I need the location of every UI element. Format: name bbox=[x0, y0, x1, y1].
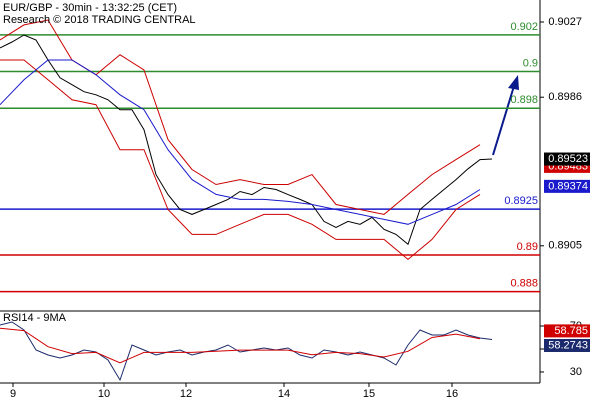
x-tick-label: 16 bbox=[446, 388, 458, 400]
last-value-label: 58.2743 bbox=[548, 339, 588, 351]
chart-subtitle: Research © 2018 TRADING CENTRAL bbox=[3, 14, 196, 26]
last-value-box bbox=[544, 179, 590, 193]
chart-title: EUR/GBP - 30min - 13:32:25 (CET) bbox=[3, 2, 177, 14]
last-value-label: 0.89374 bbox=[548, 180, 588, 192]
series-line bbox=[0, 321, 493, 382]
level-label: 0.8925 bbox=[504, 195, 538, 207]
last-value-label: 58.785 bbox=[554, 325, 588, 337]
level-label: 0.9 bbox=[523, 57, 538, 69]
level-label: 0.898 bbox=[510, 94, 538, 106]
series-line bbox=[0, 59, 481, 225]
x-tick-label: 14 bbox=[278, 388, 290, 400]
x-tick-label: 15 bbox=[363, 388, 375, 400]
y-tick-label: 0.8905 bbox=[548, 240, 582, 252]
x-tick-label: 9 bbox=[10, 388, 16, 400]
forecast-arrow bbox=[492, 85, 515, 156]
y-tick-label: 0.8986 bbox=[548, 91, 582, 103]
x-tick-label: 10 bbox=[98, 388, 110, 400]
series-line bbox=[0, 59, 481, 261]
series-line bbox=[0, 34, 493, 246]
last-value-box bbox=[544, 324, 590, 338]
y-tick-label: 0.9027 bbox=[548, 16, 582, 28]
forecast-arrow-head bbox=[508, 75, 519, 90]
level-label: 0.89 bbox=[517, 241, 538, 253]
x-tick-label: 12 bbox=[180, 388, 192, 400]
y-tick-label: 30 bbox=[570, 366, 582, 378]
last-value-box bbox=[544, 152, 590, 166]
rsi-title: RSI14 - 9MA bbox=[3, 312, 67, 324]
level-label: 0.902 bbox=[510, 21, 538, 33]
level-label: 0.888 bbox=[510, 278, 538, 290]
plot-layer: 0.8905 0.8986 0.9027 0.902 0.9 0.898 0.8925 0.8… bbox=[0, 16, 590, 400]
series-line bbox=[0, 327, 481, 364]
last-value-box bbox=[544, 338, 590, 352]
last-value-label: 0.89523 bbox=[548, 153, 588, 165]
